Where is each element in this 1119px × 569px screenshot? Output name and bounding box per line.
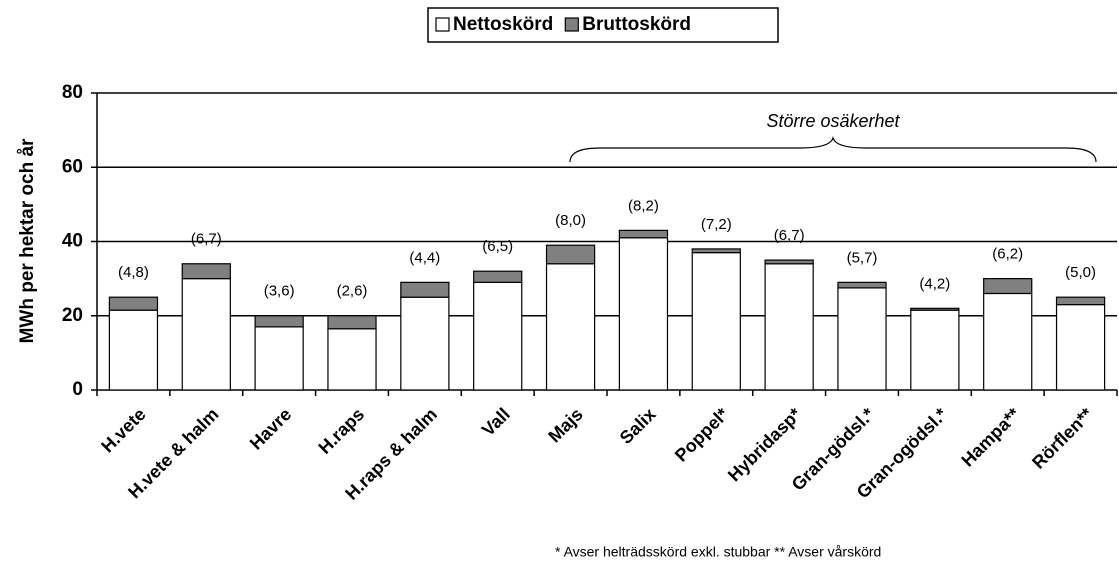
- bar-segment: [400, 281, 450, 298]
- bar-segment: [691, 248, 741, 254]
- bar-segment: [545, 244, 596, 265]
- bar-segment: [473, 281, 523, 391]
- annotation: (6,2): [992, 246, 1023, 263]
- y-tick-label: 60: [62, 156, 83, 177]
- legend-label: Nettoskörd: [453, 14, 553, 35]
- bar-segment: [108, 309, 159, 391]
- x-tick-label: Rörflen**: [1028, 404, 1097, 473]
- x-tick-label: Hampa**: [957, 404, 1023, 470]
- y-tick-label: 20: [62, 305, 83, 326]
- annotation: (6,5): [482, 238, 513, 255]
- bar-segment: [473, 270, 523, 283]
- bracket: [569, 135, 1097, 163]
- bar-segment: [764, 259, 814, 265]
- legend-swatch: [564, 17, 579, 32]
- annotation: (4,8): [118, 264, 149, 281]
- annotation: (4,4): [409, 249, 440, 266]
- x-tick-label: Poppel*: [671, 404, 733, 466]
- annotation: (8,0): [555, 212, 586, 229]
- y-tick-label: 80: [62, 82, 83, 103]
- y-tick-label: 40: [62, 231, 83, 252]
- annotation: (4,2): [919, 275, 950, 292]
- legend-box: [427, 7, 779, 43]
- bar-segment: [254, 326, 304, 391]
- y-tick-label: 0: [72, 379, 83, 400]
- bracket-label: Större osäkerhet: [766, 111, 900, 131]
- bar-segment: [400, 296, 450, 391]
- annotation: (5,7): [847, 249, 878, 266]
- annotation: (8,2): [628, 197, 659, 214]
- annotation: (7,2): [701, 216, 732, 233]
- bar-segment: [1055, 296, 1106, 306]
- annotation: (5,0): [1065, 264, 1096, 281]
- bar-segment: [181, 263, 231, 280]
- bar-segment: [764, 263, 814, 391]
- bar-segment: [254, 315, 304, 328]
- y-axis-label: MWh per hektar och år: [17, 138, 38, 343]
- bar-segment: [910, 309, 960, 391]
- legend-label: Bruttoskörd: [582, 14, 691, 35]
- bar-segment: [618, 229, 669, 239]
- bar-segment: [618, 237, 669, 391]
- bar-segment: [837, 287, 887, 391]
- bar-segment: [545, 263, 596, 391]
- bar-segment: [837, 281, 887, 289]
- bar-segment: [327, 328, 377, 391]
- annotation: (6,7): [191, 231, 222, 248]
- x-tick-label: H.raps: [314, 404, 368, 458]
- x-tick-label: Majs: [544, 404, 586, 446]
- bar-segment: [327, 315, 377, 330]
- footnote: * Avser helträdsskörd exkl. stubbar ** A…: [555, 544, 881, 560]
- x-tick-label: Vall: [478, 404, 514, 440]
- annotation: (3,6): [264, 283, 295, 300]
- annotation: (2,6): [337, 283, 368, 300]
- bar-segment: [108, 296, 159, 311]
- bar-segment: [910, 307, 960, 311]
- bar-segment: [691, 252, 741, 391]
- x-tick-label: H.vete: [97, 404, 149, 456]
- bar-segment: [983, 292, 1033, 391]
- bar-segment: [181, 278, 231, 391]
- x-tick-label: Salix: [616, 404, 660, 448]
- bar-segment: [1055, 304, 1106, 391]
- legend-swatch: [435, 17, 450, 32]
- x-tick-label: Hybridasp*: [724, 404, 805, 485]
- x-tick-label: Havre: [246, 404, 296, 454]
- bar-segment: [983, 278, 1033, 295]
- annotation: (6,7): [774, 227, 805, 244]
